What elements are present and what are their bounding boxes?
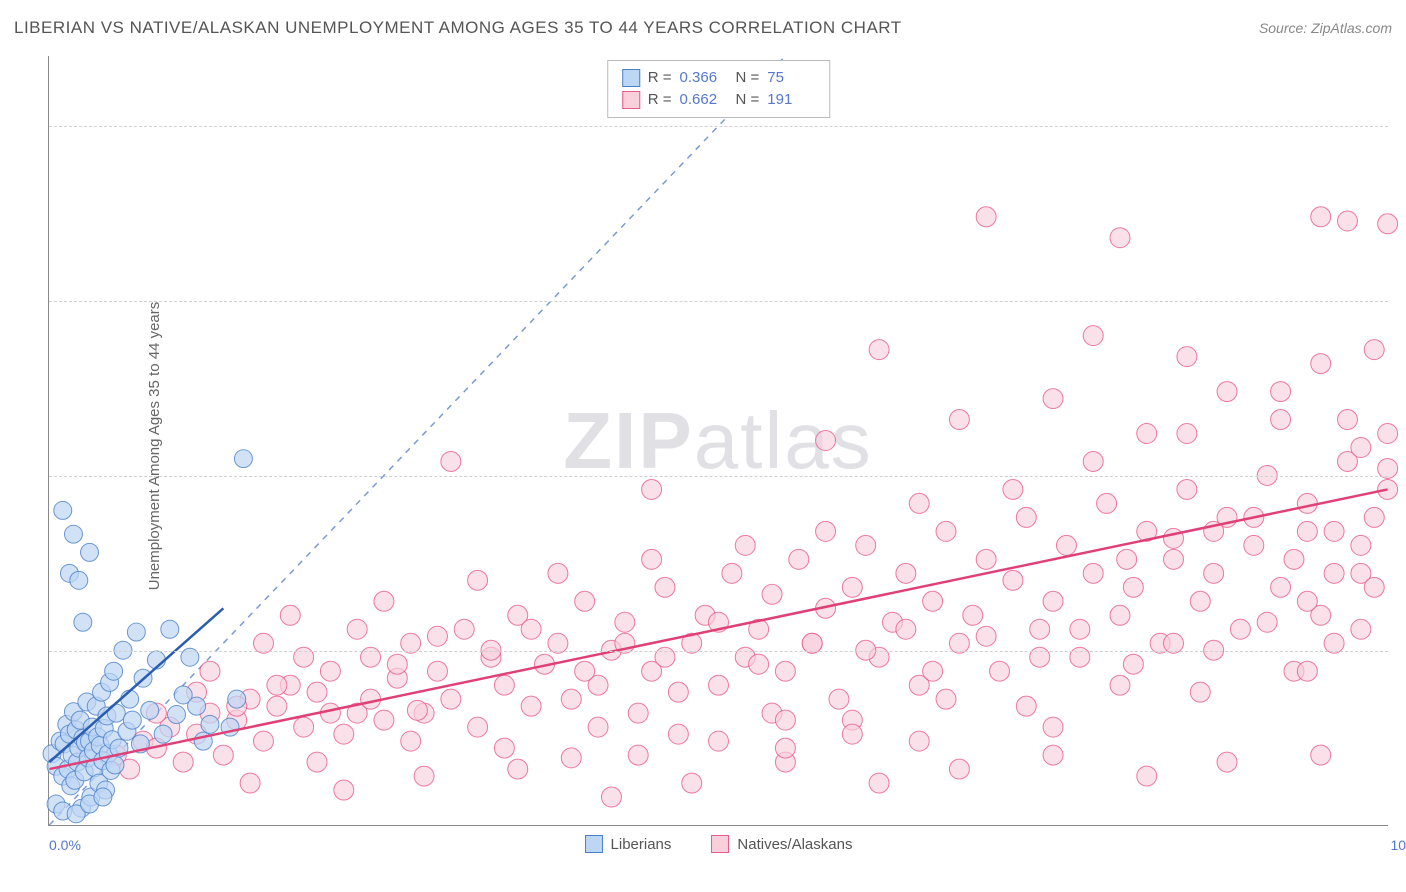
correlation-legend: R = 0.366 N = 75 R = 0.662 N = 191 <box>607 60 831 118</box>
swatch-natives-bottom <box>711 835 729 853</box>
x-axis-max-label: 100.0% <box>1391 837 1406 853</box>
swatch-natives <box>622 91 640 109</box>
legend-row-liberians: R = 0.366 N = 75 <box>622 67 816 89</box>
r-label: R = <box>648 89 672 111</box>
n-label: N = <box>736 67 760 89</box>
chart-title: LIBERIAN VS NATIVE/ALASKAN UNEMPLOYMENT … <box>14 18 902 38</box>
legend-item-liberians: Liberians <box>585 835 672 853</box>
source-credit: Source: ZipAtlas.com <box>1259 20 1392 36</box>
gridline <box>49 476 1388 477</box>
chart-container: LIBERIAN VS NATIVE/ALASKAN UNEMPLOYMENT … <box>0 0 1406 892</box>
gridline <box>49 126 1388 127</box>
legend-row-natives: R = 0.662 N = 191 <box>622 89 816 111</box>
legend-label-natives: Natives/Alaskans <box>737 836 852 853</box>
r-value-liberians: 0.366 <box>680 67 728 89</box>
legend-label-liberians: Liberians <box>611 836 672 853</box>
header: LIBERIAN VS NATIVE/ALASKAN UNEMPLOYMENT … <box>14 18 1392 38</box>
chart-svg <box>49 56 1388 825</box>
swatch-liberians <box>622 69 640 87</box>
r-value-natives: 0.662 <box>680 89 728 111</box>
gridline <box>49 301 1388 302</box>
series-legend: Liberians Natives/Alaskans <box>585 835 853 853</box>
plot-area: R = 0.366 N = 75 R = 0.662 N = 191 0.0% … <box>48 56 1388 826</box>
n-value-liberians: 75 <box>767 67 815 89</box>
n-value-natives: 191 <box>767 89 815 111</box>
r-label: R = <box>648 67 672 89</box>
x-axis-min-label: 0.0% <box>49 837 81 853</box>
gridline <box>49 651 1388 652</box>
swatch-liberians-bottom <box>585 835 603 853</box>
legend-item-natives: Natives/Alaskans <box>711 835 852 853</box>
n-label: N = <box>736 89 760 111</box>
